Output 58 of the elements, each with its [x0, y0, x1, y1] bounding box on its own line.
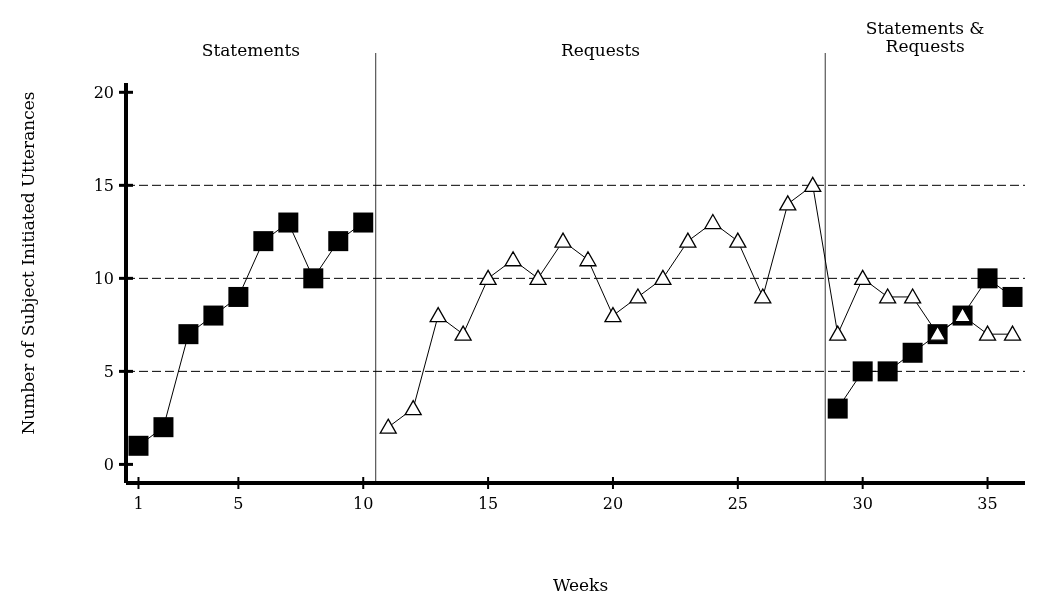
- point: [877, 361, 898, 382]
- point: [804, 176, 822, 192]
- y-tick-label: 0: [103, 455, 114, 474]
- point: [404, 399, 422, 416]
- point: [278, 212, 299, 233]
- point: [704, 213, 722, 230]
- point: [178, 324, 199, 345]
- point: [253, 231, 274, 252]
- y-tick-label: 15: [93, 175, 114, 195]
- point: [604, 306, 622, 323]
- x-tick-label: 35: [977, 494, 998, 513]
- point: [529, 269, 547, 285]
- point: [902, 342, 923, 363]
- point: [977, 268, 998, 289]
- text: Statements: [201, 40, 300, 60]
- y-tick-label: 5: [103, 361, 114, 381]
- y-tick-label: 20: [93, 82, 114, 102]
- x-tick-label: 25: [727, 494, 748, 513]
- point: [854, 269, 872, 285]
- point: [429, 306, 447, 323]
- point: [852, 361, 873, 382]
- point: [128, 435, 149, 456]
- point: [679, 232, 697, 248]
- point: [879, 288, 897, 304]
- point: [303, 268, 324, 289]
- text: Statements & Requests: [865, 18, 985, 56]
- point: [779, 195, 797, 211]
- point: [479, 269, 497, 285]
- point: [579, 251, 597, 267]
- point: [504, 251, 522, 267]
- point: [353, 212, 374, 233]
- point: [827, 398, 848, 419]
- x-axis-title: Weeks: [552, 575, 609, 595]
- x-tick-label: 20: [602, 494, 624, 513]
- point: [654, 269, 672, 285]
- point: [1003, 325, 1022, 341]
- x-tick-label: 5: [233, 494, 244, 513]
- point: [629, 288, 647, 304]
- point: [328, 231, 349, 252]
- x-tick-label: 30: [852, 494, 873, 513]
- point: [203, 305, 224, 326]
- x-tick-label: 10: [353, 494, 374, 513]
- point: [729, 232, 747, 248]
- point: [153, 417, 174, 438]
- point: [754, 288, 772, 304]
- point: [454, 325, 472, 341]
- point: [903, 288, 922, 304]
- point: [978, 325, 997, 341]
- point: [554, 232, 572, 248]
- point: [829, 325, 847, 341]
- point: [379, 418, 397, 434]
- point: [1002, 286, 1023, 307]
- y-axis-title: Number of Subject Initiated Utterances: [18, 91, 38, 435]
- point: [228, 286, 249, 307]
- y-tick-label: 10: [93, 268, 114, 288]
- x-tick-label: 1: [133, 494, 144, 513]
- text: Requests: [560, 40, 640, 60]
- x-tick-label: 15: [477, 494, 499, 513]
